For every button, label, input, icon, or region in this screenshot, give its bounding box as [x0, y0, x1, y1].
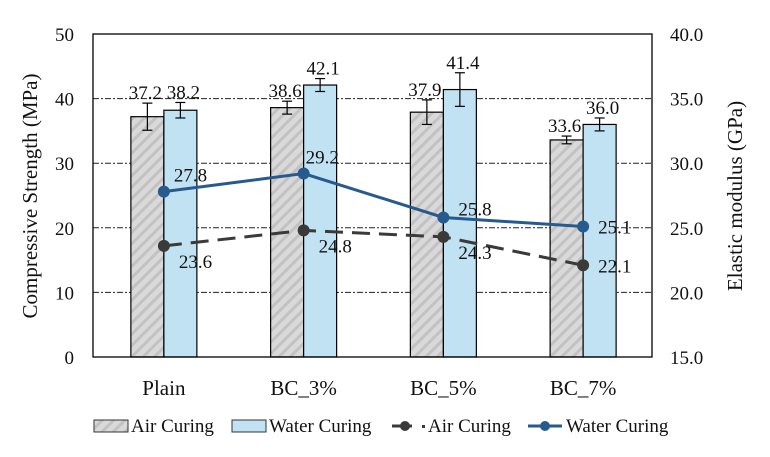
y-tick-label-left: 30: [55, 154, 74, 175]
y-axis-title-right: Elastic modulus (GPa): [723, 101, 747, 291]
y-tick-label-right: 40.0: [670, 25, 703, 46]
y-tick-label-left: 40: [55, 90, 74, 111]
bar-data-label: 41.4: [446, 53, 480, 74]
x-tick-label: BC_5%: [410, 376, 477, 400]
bar-data-label: 38.6: [269, 81, 302, 102]
line-data-label: 27.8: [174, 166, 207, 187]
bar-water: [163, 109, 198, 358]
bar-data-label: 38.2: [167, 82, 200, 103]
bar-water: [582, 123, 617, 358]
y-tick-label-right: 15.0: [670, 348, 703, 369]
x-tick-label: Plain: [142, 376, 186, 400]
y-tick-label-right: 30.0: [670, 154, 703, 175]
y-tick-label-left: 50: [55, 25, 74, 46]
bar-data-label: 42.1: [307, 59, 340, 80]
line-series-water: [163, 172, 584, 229]
line-marker: [577, 259, 590, 272]
y-axis-title-left: Compressive Strength (MPa): [18, 74, 42, 319]
legend-label: Water Curing: [566, 416, 669, 437]
y-tick-label-right: 35.0: [670, 90, 703, 111]
legend-marker: [400, 421, 410, 431]
y-tick-label-right: 25.0: [670, 219, 703, 240]
legend-swatch-air-bar: [93, 419, 129, 433]
line-marker: [157, 239, 170, 252]
y-tick-label-left: 20: [55, 219, 74, 240]
axes: Compressive Strength (MPa) Elastic modul…: [18, 25, 747, 400]
legend-label: Air Curing: [428, 416, 511, 437]
y-tick-label-left: 10: [55, 283, 74, 304]
legend: Air Curing Water Curing Air Curing Water Cu…: [93, 416, 669, 437]
x-tick-label: BC_3%: [270, 376, 337, 400]
line-data-label: 22.1: [598, 256, 631, 277]
legend-dash: [422, 425, 425, 428]
bar-water: [442, 88, 477, 358]
line-marker: [297, 224, 310, 237]
bar-air: [549, 139, 584, 358]
line-data-label: 23.6: [179, 252, 212, 273]
bar-water: [303, 84, 338, 358]
y-tick-label-left: 0: [65, 348, 75, 369]
line-data-label: 29.2: [306, 148, 339, 169]
line-data-label: 25.8: [458, 199, 491, 220]
y-tick-label-right: 20.0: [670, 283, 703, 304]
line-marker: [577, 220, 590, 233]
legend-label: Water Curing: [269, 416, 372, 437]
line-marker: [437, 230, 450, 243]
bar-data-label: 37.9: [408, 80, 441, 101]
line-marker: [297, 167, 310, 180]
x-tick-label: BC_7%: [550, 376, 617, 400]
lines: [157, 167, 590, 272]
line-marker: [437, 211, 450, 224]
legend-swatch-water-bar: [231, 419, 267, 433]
line-data-label: 24.3: [458, 243, 491, 264]
bar-air: [130, 116, 165, 358]
bar-data-label: 36.0: [586, 98, 619, 119]
legend-marker: [540, 421, 550, 431]
line-series-air: [163, 228, 584, 267]
bar-data-label: 37.2: [129, 83, 162, 104]
line-data-label: 25.1: [598, 218, 631, 239]
line-marker: [157, 185, 170, 198]
plot-frame: [92, 33, 653, 358]
bar-data-label: 33.6: [548, 116, 581, 137]
data-labels: 37.2 38.6 37.9 33.6 38.2 42.1 41.4 36.0 23.6 24.8…: [129, 53, 632, 278]
legend-label: Air Curing: [131, 416, 214, 437]
bars: [130, 72, 617, 358]
line-data-label: 24.8: [319, 236, 352, 257]
